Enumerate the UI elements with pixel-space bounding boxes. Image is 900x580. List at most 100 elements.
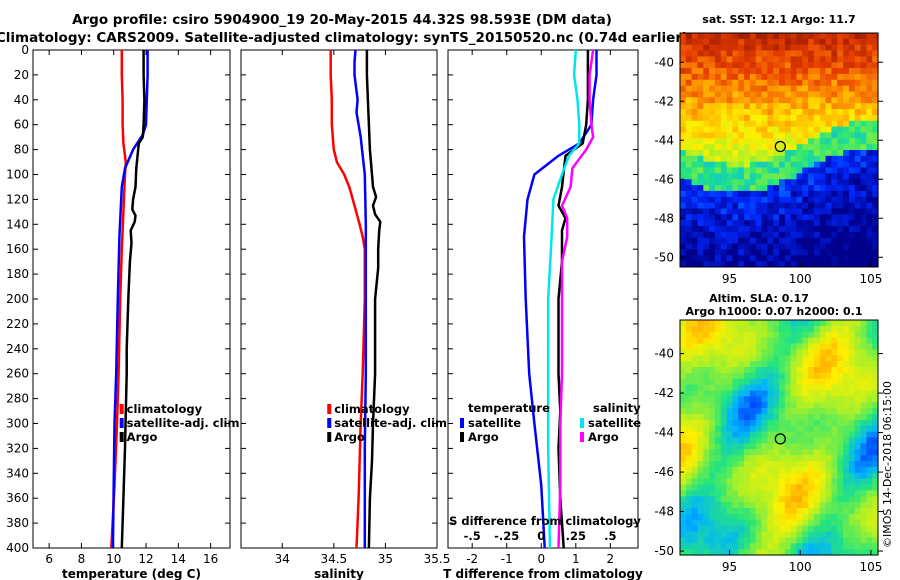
x-tick-label: 95 bbox=[722, 560, 737, 574]
y-tick-label: 400 bbox=[6, 541, 29, 555]
series-line-climatology bbox=[110, 50, 128, 549]
legend-label: satellite-adj. clim. bbox=[127, 416, 244, 430]
y-tick-label: 100 bbox=[6, 168, 29, 182]
legend-swatch bbox=[119, 418, 124, 428]
x-tick-label: 16 bbox=[203, 552, 218, 566]
series-line-salinity-Argo bbox=[557, 49, 595, 549]
x-tick-label: 6 bbox=[45, 552, 53, 566]
legend-swatch bbox=[327, 404, 332, 414]
legend-label: Argo bbox=[588, 430, 619, 444]
x-tick-label: 10 bbox=[106, 552, 121, 566]
salinity-panel: 34 34.5 35 35.5 salinity climatologysatellite… bbox=[240, 49, 451, 580]
x2-tick-label: -.25 bbox=[494, 529, 519, 543]
legend-swatch bbox=[327, 418, 332, 428]
sla-heatmap-cells bbox=[680, 320, 879, 556]
argo-location-marker bbox=[774, 433, 786, 445]
map-frame bbox=[679, 319, 879, 556]
legend-swatch bbox=[460, 432, 464, 442]
title-line-1: Argo profile: csiro 5904900_19 20-May-20… bbox=[72, 12, 612, 28]
x-tick-label: -2 bbox=[466, 552, 478, 566]
series-line-satellite-adj.-clim. bbox=[353, 49, 368, 548]
x2-axis-label: S difference from climatology bbox=[449, 514, 641, 528]
plot-area bbox=[32, 49, 231, 549]
y-tick-label: 320 bbox=[6, 441, 29, 455]
legend-swatch bbox=[580, 432, 584, 442]
map-title-line-1: Altim. SLA: 0.17 bbox=[709, 292, 809, 305]
y-tick-label: 380 bbox=[6, 516, 29, 530]
legend-swatch bbox=[119, 404, 124, 414]
y-tick-label: 0 bbox=[21, 43, 29, 57]
y-tick-label: -42 bbox=[654, 386, 674, 400]
series-line-temperature-satellite bbox=[522, 50, 598, 549]
x2-tick-label: -.5 bbox=[464, 529, 481, 543]
title-line-2: Climatology: CARS2009. Satellite-adjuste… bbox=[0, 30, 688, 46]
argo-location-marker bbox=[774, 140, 786, 153]
legend-label: Argo bbox=[334, 430, 365, 444]
y-tick-label: -42 bbox=[654, 94, 674, 108]
legend-label: satellite bbox=[588, 416, 641, 430]
x-axis-label: temperature (deg C) bbox=[62, 567, 201, 580]
plot-area bbox=[240, 49, 438, 549]
y-tick-label: -40 bbox=[654, 347, 674, 361]
legend-label: Argo bbox=[468, 430, 499, 444]
y-tick-label: -44 bbox=[654, 426, 674, 440]
y-tick-label: -44 bbox=[654, 133, 674, 147]
x-tick-label: 35 bbox=[378, 552, 393, 566]
y-tick-label: 40 bbox=[14, 93, 29, 107]
series-line-climatology bbox=[329, 50, 367, 549]
legend-label: climatology bbox=[127, 402, 203, 416]
y-tick-label: -48 bbox=[654, 505, 674, 519]
y-tick-label: 300 bbox=[6, 417, 29, 431]
y-tick-label: -40 bbox=[654, 55, 674, 69]
map-title: sat. SST: 12.1 Argo: 11.7 bbox=[702, 13, 855, 26]
x-tick-label: 95 bbox=[722, 272, 737, 286]
x-tick-label: 34.5 bbox=[320, 552, 347, 566]
map-title-line-2: Argo h1000: 0.07 h2000: 0.1 bbox=[685, 305, 862, 318]
legend-label: climatology bbox=[334, 402, 410, 416]
x-axis-label: salinity bbox=[314, 567, 364, 580]
x-tick-label: 105 bbox=[859, 560, 882, 574]
map-frame bbox=[679, 32, 879, 268]
y-tick-label: 240 bbox=[6, 342, 29, 356]
y-tick-label: 20 bbox=[14, 68, 29, 82]
legend-label: satellite-adj. clim. bbox=[334, 416, 451, 430]
y-tick-label: -50 bbox=[654, 544, 674, 558]
legend-label: satellite bbox=[468, 416, 521, 430]
y-tick-label: 80 bbox=[14, 143, 29, 157]
y-tick-label: -46 bbox=[654, 172, 674, 186]
series-line-Argo bbox=[120, 50, 146, 549]
x-tick-label: 34 bbox=[275, 552, 290, 566]
x-axis-label: T difference from climatology bbox=[443, 567, 643, 580]
legend-swatch bbox=[327, 432, 332, 442]
x-tick-label: 1 bbox=[572, 552, 580, 566]
x-tick-label: 8 bbox=[78, 552, 86, 566]
legend-group-title: salinity bbox=[593, 401, 641, 415]
x-tick-label: 2 bbox=[607, 552, 615, 566]
difference-panel: -2 -1 0 1 2T difference from climatology temp… bbox=[443, 49, 643, 580]
legend-group-title: temperature bbox=[468, 401, 550, 415]
y-tick-label: 260 bbox=[6, 367, 29, 381]
sst-map-panel: 95 100 105 -40 -42 -44 -46 -48 -50 sat. SST: 12.1… bbox=[654, 13, 883, 286]
y-tick-label: 280 bbox=[6, 392, 29, 406]
y-tick-label: 220 bbox=[6, 317, 29, 331]
series-line-salinity-satellite bbox=[546, 49, 581, 549]
x-tick-label: 0 bbox=[537, 552, 545, 566]
legend-swatch bbox=[580, 418, 584, 428]
series-line-satellite-adj.-clim. bbox=[111, 50, 149, 549]
sla-map-panel: 95 100 105 -40 -42 -44 -46 -48 -50 Altim. SLA: 0.… bbox=[654, 292, 883, 574]
legend-label: Argo bbox=[127, 430, 158, 444]
x2-tick-label: .5 bbox=[604, 529, 616, 543]
legend-swatch bbox=[460, 418, 464, 428]
x-tick-label: 100 bbox=[789, 560, 812, 574]
x-tick-label: 12 bbox=[138, 552, 153, 566]
y-tick-label: 60 bbox=[14, 118, 29, 132]
legend-swatch bbox=[119, 432, 124, 442]
x-tick-label: 14 bbox=[171, 552, 186, 566]
y-tick-label: 340 bbox=[6, 466, 29, 480]
x-tick-label: 105 bbox=[859, 272, 882, 286]
y-tick-label: 360 bbox=[6, 491, 29, 505]
x-tick-label: 35.5 bbox=[424, 552, 451, 566]
plot-area bbox=[447, 49, 639, 549]
y-tick-label: -48 bbox=[654, 211, 674, 225]
x2-tick-label: 0 bbox=[537, 529, 545, 543]
